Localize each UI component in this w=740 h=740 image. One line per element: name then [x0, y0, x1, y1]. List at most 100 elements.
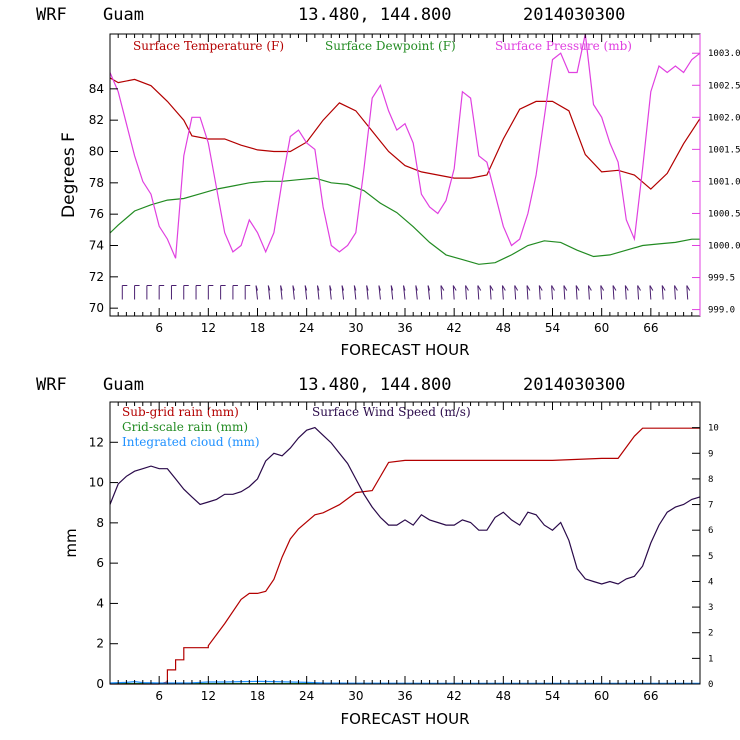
y-tick-label: 70 — [89, 301, 104, 315]
y2-tick-label: 8 — [708, 475, 713, 485]
wind-barb — [600, 285, 605, 300]
series-surface-dewpoint-f — [109, 177, 700, 265]
wind-barb — [121, 285, 128, 300]
y-tick-label: 10 — [89, 476, 104, 490]
wind-barb — [563, 285, 568, 300]
y2-tick-label: 999.0 — [708, 306, 735, 316]
legend-wind-speed: Surface Wind Speed (m/s) — [312, 405, 471, 419]
y-tick-label: 74 — [89, 239, 104, 253]
x-tick-label: 30 — [348, 321, 363, 335]
wind-barb — [551, 285, 555, 300]
chart1-model: WRF — [36, 5, 67, 25]
chart2-init: 2014030300 — [523, 375, 625, 395]
wind-barb — [146, 285, 152, 300]
chart1-axes: 6 12 18 24 30 36 42 48 54 60 66 70 72 74 76 78 80 82 84 999… — [89, 34, 740, 335]
y2-tick-label: 2 — [708, 629, 713, 639]
wind-barb — [489, 285, 494, 300]
wind-barb — [575, 285, 580, 300]
y-tick-label: 72 — [89, 270, 104, 284]
y2-tick-label: 9 — [708, 449, 713, 459]
legend-temperature: Surface Temperature (F) — [133, 39, 284, 53]
chart1-coords: 13.480, 144.800 — [298, 5, 452, 25]
x-tick-label: 18 — [250, 321, 265, 335]
y2-tick-label: 6 — [708, 526, 713, 536]
chart1-plot-data — [109, 33, 701, 300]
chart1-init: 2014030300 — [523, 5, 625, 25]
x-tick-label: 6 — [155, 321, 163, 335]
wind-barb — [378, 285, 381, 300]
wind-barb — [292, 285, 295, 300]
x-tick-label: 60 — [594, 321, 609, 335]
y2-tick-label: 0 — [708, 680, 713, 690]
wind-barb — [255, 285, 258, 300]
wind-barb — [465, 285, 469, 300]
wind-barb — [183, 285, 189, 300]
x-tick-label: 66 — [643, 321, 658, 335]
x-tick-label: 6 — [155, 689, 163, 703]
wind-barb — [158, 285, 165, 300]
x-tick-label: 24 — [299, 321, 314, 335]
chart2-coords: 13.480, 144.800 — [298, 375, 452, 395]
wind-barb — [267, 285, 271, 300]
x-tick-label: 12 — [201, 321, 216, 335]
wind-barb — [674, 285, 678, 300]
legend-dewpoint: Surface Dewpoint (F) — [325, 39, 456, 53]
x-tick-label: 60 — [594, 689, 609, 703]
chart2-axes: 6 12 18 24 30 36 42 48 54 60 660246810120123456789… — [89, 402, 719, 703]
wind-barb — [280, 285, 283, 300]
chart1-legend: Surface Temperature (F) Surface Dewpoint… — [133, 39, 632, 53]
wind-barb — [427, 285, 431, 300]
chart1-frame — [109, 33, 701, 317]
x-tick-label: 12 — [201, 689, 216, 703]
wind-barb — [195, 285, 202, 300]
wind-barb — [686, 285, 691, 300]
wind-barb — [661, 285, 666, 300]
wind-barb — [232, 285, 238, 300]
wind-barb — [538, 285, 543, 300]
wind-barb — [329, 285, 332, 300]
y-tick-label: 12 — [89, 435, 104, 449]
y2-tick-label: 1003.0 — [708, 49, 740, 59]
wind-barb — [624, 285, 629, 300]
legend-subgrid-rain: Sub-grid rain (mm) — [122, 405, 239, 419]
chart1-xlabel: FORECAST HOUR — [340, 341, 469, 359]
y-tick-label: 76 — [89, 207, 104, 221]
series-surface-wind-speed-m-s — [109, 426, 701, 585]
y2-tick-label: 1002.5 — [708, 81, 740, 91]
wind-barb — [304, 285, 308, 300]
y2-tick-label: 5 — [708, 552, 713, 562]
wind-barb — [612, 285, 617, 300]
chart2-model: WRF — [36, 375, 67, 395]
chart1-ylabel: Degrees F — [59, 132, 79, 218]
wind-barb — [170, 285, 177, 300]
x-tick-label: 54 — [545, 689, 560, 703]
y-tick-label: 80 — [89, 145, 104, 159]
wind-barb — [649, 285, 654, 300]
x-tick-label: 48 — [496, 689, 511, 703]
y-tick-label: 78 — [89, 176, 104, 190]
wind-barb — [341, 285, 345, 300]
wind-barb — [390, 285, 394, 300]
y-tick-label: 2 — [96, 637, 104, 651]
chart2-location: Guam — [103, 375, 144, 395]
y2-tick-label: 1001.0 — [708, 177, 740, 187]
chart2-legend: Sub-grid rain (mm) Grid-scale rain (mm) … — [122, 405, 471, 449]
wind-barb — [366, 285, 369, 300]
wind-barb — [637, 285, 641, 300]
x-tick-label: 66 — [643, 689, 658, 703]
y-tick-label: 0 — [96, 677, 104, 691]
chart2-xlabel: FORECAST HOUR — [340, 710, 469, 728]
wind-barb — [415, 285, 418, 300]
y2-tick-label: 1 — [708, 654, 713, 664]
y-tick-label: 84 — [89, 82, 104, 96]
y-tick-label: 4 — [96, 596, 104, 610]
y2-tick-label: 7 — [708, 501, 713, 511]
wind-barb — [477, 285, 482, 300]
legend-cloud: Integrated cloud (mm) — [122, 435, 260, 449]
wind-barb — [316, 285, 320, 300]
legend-pressure: Surface Pressure (mb) — [495, 39, 632, 53]
x-tick-label: 36 — [397, 321, 412, 335]
wind-barb — [353, 285, 357, 300]
wind-barb — [440, 285, 445, 300]
